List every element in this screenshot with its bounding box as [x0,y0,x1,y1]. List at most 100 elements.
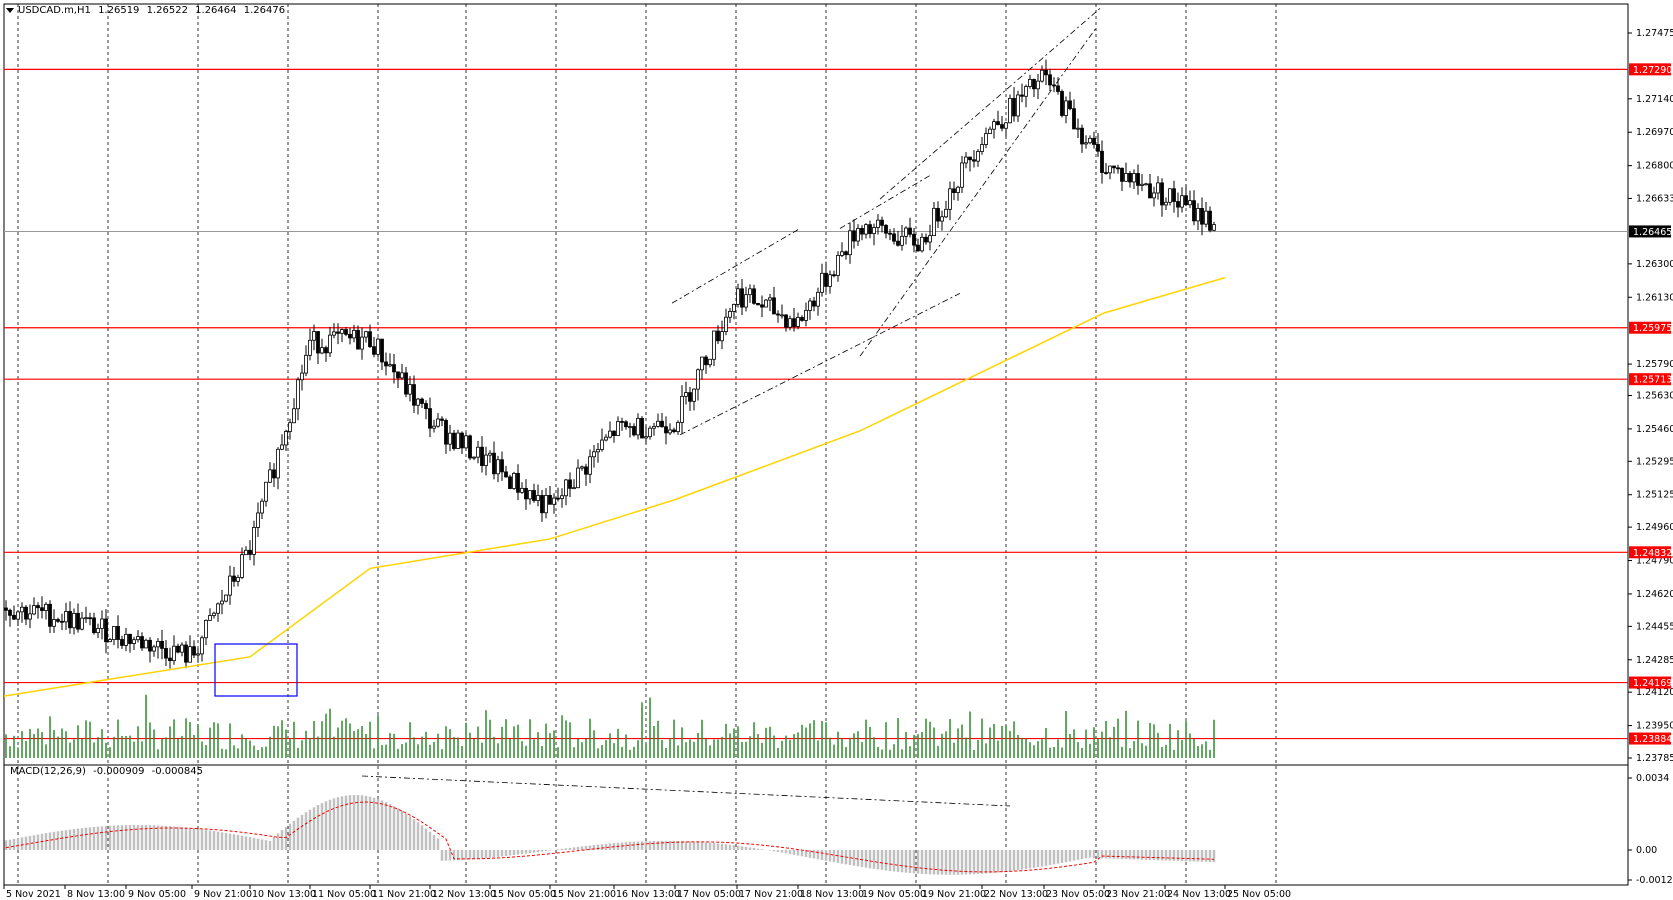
macd-pane-frame [3,764,1629,886]
candle-body [436,418,440,427]
price-tick-label: 1.26800 [1636,161,1673,172]
candle-body [104,618,108,643]
symbol-timeframe: USDCAD.m,H1 [18,5,91,16]
time-tick-label: 12 Nov 13:00 [432,889,496,897]
channel-trendline [839,175,931,229]
level-price-tag [1629,676,1671,689]
dropdown-arrow-icon[interactable] [6,7,14,13]
candle-body [584,466,588,475]
candle-body [748,288,752,296]
candle-body [40,607,44,611]
candle-body [356,329,360,350]
candle-body [824,272,828,287]
time-tick-label: 9 Nov 05:00 [128,889,186,897]
candle-body [420,398,424,404]
candle-body [812,300,816,307]
candle-body [1040,69,1044,82]
candle-body [1192,200,1196,222]
candle-body [908,227,912,235]
macd-tick-label: 0.0034 [1636,773,1669,784]
candle-body [240,554,244,578]
candle-body [1124,173,1128,182]
candle-body [1072,108,1076,130]
candle-body [964,156,968,164]
macd-divergence-line [361,775,1011,807]
candle-body [932,207,936,237]
level-price-label: 1.23884 [1633,734,1672,745]
candle-body [1012,97,1016,117]
time-tick-label: 19 Nov 21:00 [922,889,986,897]
high-value: 1.26522 [146,5,188,16]
candle-body [892,233,896,242]
candle-body [156,640,160,648]
candle-body [952,188,956,193]
candle-body [196,653,200,656]
candle-body [468,435,472,459]
macd-main-value: -0.000909 [93,766,145,777]
level-price-tag [1629,373,1671,386]
price-tick-label: 1.24790 [1636,556,1673,567]
candle-body [304,354,308,374]
candle-body [1056,85,1060,92]
candle-body [36,605,40,609]
candle-body [976,151,980,162]
candle-body [396,371,400,379]
candle-body [652,425,656,429]
candle-body [320,347,324,354]
candle-body [1036,80,1040,90]
macd-signal-value: -0.000845 [151,766,203,777]
candle-body [344,329,348,335]
candle-body [764,299,768,308]
candle-body [484,454,488,466]
candle-body [776,313,780,316]
candle-body [628,426,632,428]
candle-body [860,228,864,235]
candle-body [412,384,416,406]
candle-body [224,594,228,602]
candle-body [24,606,28,620]
price-tick-label: 1.26970 [1636,127,1673,138]
candle-body [1176,201,1180,208]
candle-body [444,420,448,445]
candle-body [720,331,724,342]
close-value: 1.26476 [243,5,286,16]
candle-body [640,417,644,439]
candle-body [664,426,668,434]
candle-body [292,408,296,424]
time-tick-label: 5 Nov 2021 [6,889,61,897]
candle-body [848,230,852,256]
candle-body [936,207,940,222]
candle-body [4,607,8,611]
candle-body [32,605,36,615]
price-tick-label: 1.24960 [1636,522,1673,533]
candle-body [772,297,776,315]
candle-body [1052,84,1056,87]
candle-body [900,235,904,246]
candle-body [1068,100,1072,110]
candle-body [536,495,540,501]
candle-body [972,159,976,162]
candle-body [424,403,428,410]
candle-body [1084,142,1088,145]
candle-body [612,430,616,436]
candle-body [680,395,684,423]
candle-body [604,436,608,441]
candle-body [684,392,688,397]
candle-body [1080,127,1084,145]
candle-body [856,228,860,242]
candle-body [1092,137,1096,145]
price-tick-label: 1.23785 [1636,753,1673,764]
time-tick-label: 11 Nov 21:00 [372,889,436,897]
candle-body [692,388,696,402]
candle-body [428,408,432,429]
candle-body [84,617,88,620]
candle-body [440,418,444,421]
candle-body [1164,201,1168,206]
candle-body [1096,144,1100,152]
candle-body [312,331,316,341]
candle-body [272,469,276,479]
price-tick-label: 1.23950 [1636,721,1673,732]
candle-body [1076,127,1080,130]
